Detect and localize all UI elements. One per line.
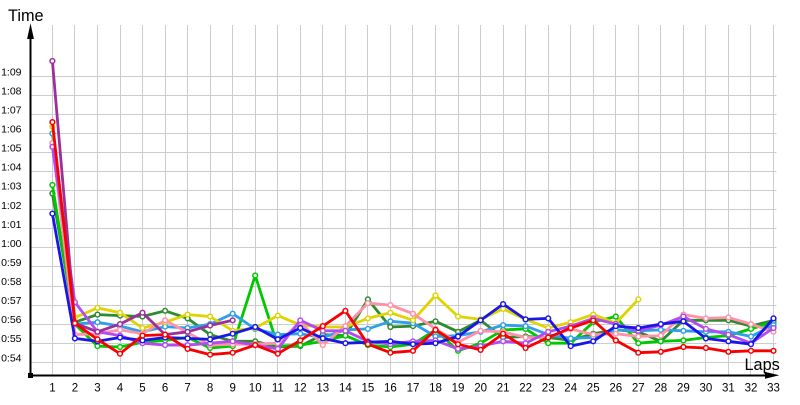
svg-text:29: 29 bbox=[677, 383, 690, 395]
svg-text:9: 9 bbox=[229, 383, 235, 395]
svg-text:14: 14 bbox=[339, 383, 352, 395]
svg-text:16: 16 bbox=[384, 383, 397, 395]
svg-text:28: 28 bbox=[654, 383, 667, 395]
svg-text:18: 18 bbox=[429, 383, 442, 395]
svg-text:25: 25 bbox=[587, 383, 600, 395]
svg-text:15: 15 bbox=[362, 383, 375, 395]
svg-text:23: 23 bbox=[542, 383, 555, 395]
svg-text:6: 6 bbox=[162, 383, 168, 395]
svg-text:0:59: 0:59 bbox=[1, 257, 22, 269]
svg-text:Laps: Laps bbox=[745, 356, 780, 374]
svg-text:1:01: 1:01 bbox=[1, 219, 22, 231]
svg-text:24: 24 bbox=[564, 383, 577, 395]
svg-text:11: 11 bbox=[272, 383, 284, 395]
svg-text:0:56: 0:56 bbox=[1, 314, 22, 326]
svg-text:1:09: 1:09 bbox=[1, 66, 22, 78]
svg-text:1: 1 bbox=[49, 383, 55, 395]
svg-text:1:03: 1:03 bbox=[1, 181, 22, 193]
svg-text:26: 26 bbox=[609, 383, 622, 395]
svg-text:32: 32 bbox=[745, 383, 758, 395]
svg-text:1:05: 1:05 bbox=[1, 143, 22, 155]
svg-text:0:54: 0:54 bbox=[1, 352, 22, 364]
svg-text:1:00: 1:00 bbox=[1, 238, 22, 250]
svg-text:1:08: 1:08 bbox=[1, 85, 22, 97]
svg-text:1:06: 1:06 bbox=[1, 124, 22, 136]
svg-text:20: 20 bbox=[474, 383, 487, 395]
svg-text:33: 33 bbox=[767, 383, 780, 395]
svg-text:12: 12 bbox=[294, 383, 307, 395]
svg-text:10: 10 bbox=[249, 383, 262, 395]
svg-text:22: 22 bbox=[519, 383, 532, 395]
svg-text:7: 7 bbox=[184, 383, 190, 395]
svg-text:5: 5 bbox=[139, 383, 145, 395]
svg-text:21: 21 bbox=[497, 383, 510, 395]
svg-text:3: 3 bbox=[94, 383, 100, 395]
svg-text:2: 2 bbox=[72, 383, 78, 395]
svg-text:30: 30 bbox=[700, 383, 713, 395]
svg-text:31: 31 bbox=[722, 383, 735, 395]
svg-text:0:58: 0:58 bbox=[1, 276, 22, 288]
svg-text:27: 27 bbox=[632, 383, 645, 395]
svg-text:Time: Time bbox=[8, 7, 44, 25]
svg-text:19: 19 bbox=[452, 383, 465, 395]
svg-text:13: 13 bbox=[316, 383, 329, 395]
svg-text:0:55: 0:55 bbox=[1, 333, 22, 345]
svg-text:1:02: 1:02 bbox=[1, 200, 22, 212]
svg-text:8: 8 bbox=[207, 383, 213, 395]
svg-text:4: 4 bbox=[117, 383, 124, 395]
svg-text:0:57: 0:57 bbox=[1, 295, 22, 307]
svg-text:1:04: 1:04 bbox=[1, 162, 22, 174]
svg-text:1:07: 1:07 bbox=[1, 104, 22, 116]
svg-text:17: 17 bbox=[407, 383, 420, 395]
